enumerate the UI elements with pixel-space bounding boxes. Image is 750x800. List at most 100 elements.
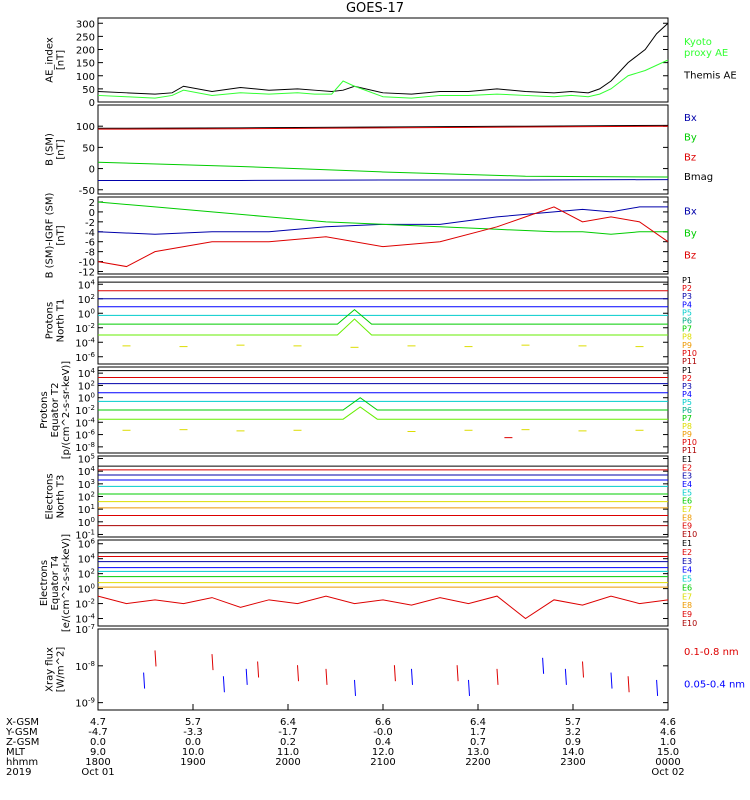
y-tick-label: 104: [78, 367, 96, 380]
series-line-p7: [98, 318, 668, 336]
y-tick-label: -12: [79, 268, 95, 279]
y-tick-label: 100: [78, 307, 95, 320]
legend-entry: E4: [682, 480, 692, 489]
xray-mark: [564, 668, 567, 685]
legend-entry: E6: [682, 497, 692, 506]
y-axis-label: [e/(cm^2-s-sr-keV)]: [61, 534, 72, 632]
legend-entry: E4: [682, 566, 692, 575]
time-axis-value: 9.0: [90, 747, 106, 758]
legend-entry: E8: [682, 513, 692, 522]
y-tick-label: 104: [78, 278, 96, 291]
y-tick-label: -10: [79, 258, 95, 269]
time-axis-value: -4.7: [88, 727, 108, 738]
panel-frame: [97, 104, 669, 195]
legend-entry: P11: [682, 446, 697, 455]
y-tick-label: 10-8: [75, 660, 95, 673]
time-axis-row-label: MLT: [6, 747, 26, 758]
y-tick-label: 10-9: [75, 697, 95, 710]
legend-entry: 0.1-0.8 nm: [684, 647, 739, 658]
time-axis-value: -3.3: [183, 727, 203, 738]
legend-entry: P7: [682, 325, 692, 334]
y-axis-label: [nT]: [56, 225, 67, 245]
time-axis-value: 0.4: [375, 737, 391, 748]
legend-entry: Themis AE: [683, 70, 737, 81]
time-axis-value: 0.2: [280, 737, 296, 748]
legend-entry: Bx: [684, 113, 697, 124]
y-tick-label: 102: [78, 491, 95, 504]
xray-mark: [211, 654, 214, 671]
y-tick-label: -4: [85, 228, 95, 239]
y-axis-label: [nT]: [56, 139, 67, 159]
y-tick-label: 50: [82, 143, 95, 154]
time-axis-row-label: Z-GSM: [6, 737, 39, 748]
time-axis-value: -1.7: [278, 727, 298, 738]
legend-entry: P4: [682, 300, 692, 309]
legend-entry: E7: [682, 505, 692, 514]
legend-entry: E1: [682, 455, 692, 464]
time-axis-value: -0.0: [373, 727, 393, 738]
y-axis-label: B (SM): [45, 133, 56, 166]
legend-entry: E1: [682, 539, 692, 548]
y-tick-label: 2: [89, 198, 95, 209]
y-tick-label: 10-6: [75, 429, 95, 442]
y-tick-label: 10-8: [75, 441, 95, 454]
legend-entry: E9: [682, 610, 692, 619]
time-axis-value: 1.0: [660, 737, 676, 748]
time-axis-value: 1.7: [470, 727, 486, 738]
y-tick-label: 10-2: [75, 322, 95, 335]
legend-entry: By: [684, 133, 697, 144]
xray-mark: [393, 665, 396, 682]
y-axis-label: [nT]: [56, 50, 67, 70]
time-axis-value: Oct 01: [81, 767, 114, 778]
series-line-by: [97, 201, 668, 235]
legend-entry: E3: [682, 557, 692, 566]
xray-mark: [610, 672, 613, 689]
panel-frame: [97, 17, 669, 103]
legend-entry: P1: [682, 276, 692, 285]
legend-entry: P5: [682, 398, 692, 407]
legend-entry: E10: [682, 530, 697, 539]
legend-entry: 0.05-0.4 nm: [684, 679, 745, 690]
xray-mark: [154, 650, 157, 667]
legend-entry: P2: [682, 374, 692, 383]
time-axis-value: 0.0: [90, 737, 106, 748]
series-line-themis-ae: [97, 22, 669, 95]
panel-frame: [97, 455, 669, 538]
y-tick-label: 10-6: [75, 351, 95, 364]
y-tick-label: 104: [78, 553, 96, 566]
series-line-bz: [97, 125, 669, 130]
y-tick-label: 100: [78, 516, 95, 529]
legend-entry: P3: [682, 382, 692, 391]
xray-mark: [411, 668, 413, 685]
y-tick-label: 104: [78, 465, 96, 478]
y-axis-label: Electrons: [39, 560, 50, 606]
time-axis-value: 2000: [275, 757, 300, 768]
y-tick-label: -2: [85, 218, 95, 229]
legend-entry: E5: [682, 575, 692, 584]
time-axis-value: 12.0: [372, 747, 394, 758]
y-tick-label: 106: [78, 538, 96, 551]
legend-entry: P4: [682, 390, 692, 399]
y-axis-label: North T1: [56, 299, 67, 343]
y-tick-label: 300: [76, 19, 95, 30]
y-tick-label: 0: [89, 98, 95, 109]
time-axis-value: 13.0: [467, 747, 489, 758]
time-axis-value: 0.7: [470, 737, 486, 748]
series-line-p6: [98, 397, 668, 411]
legend-entry: P9: [682, 341, 692, 350]
xray-mark: [354, 679, 356, 696]
legend-entry: E9: [682, 522, 692, 531]
xray-mark: [456, 665, 459, 682]
time-axis-value: 0000: [655, 757, 680, 768]
y-tick-label: 105: [78, 453, 95, 466]
y-tick-label: 200: [76, 46, 95, 57]
y-tick-label: 101: [78, 503, 95, 516]
time-axis-value: 1900: [180, 757, 205, 768]
y-tick-label: 10-4: [75, 416, 95, 429]
legend-entry: P6: [682, 317, 692, 326]
time-axis-value: 3.2: [565, 727, 581, 738]
panel-frame: [97, 276, 669, 365]
y-tick-label: 0: [89, 165, 95, 176]
legend-entry: E3: [682, 472, 692, 481]
